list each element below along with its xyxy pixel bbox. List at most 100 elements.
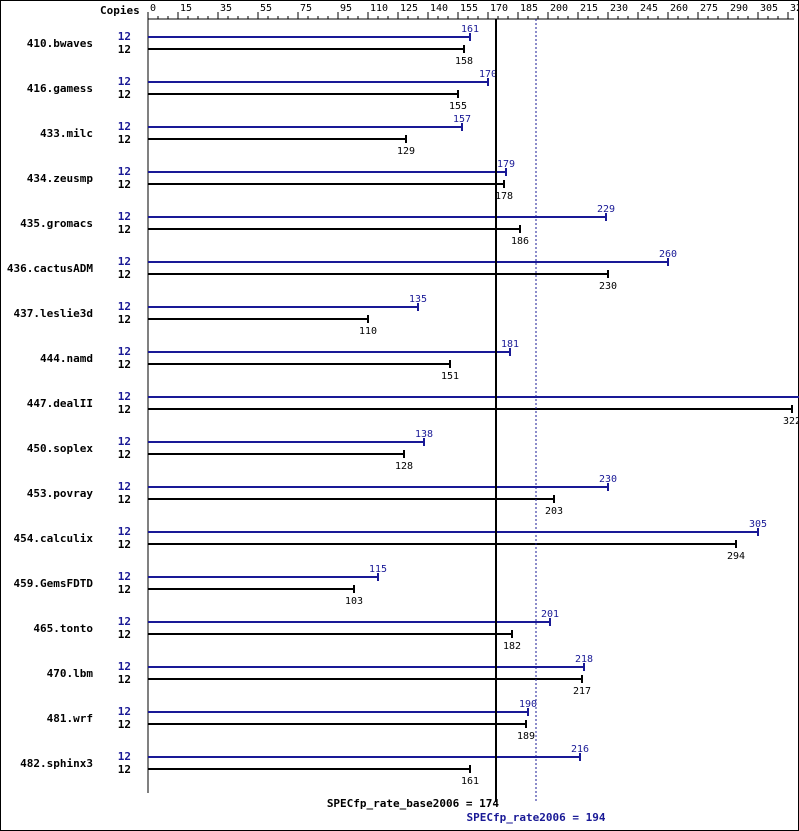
- copies-header: Copies: [100, 4, 140, 17]
- x-tick-label: 110: [370, 3, 388, 14]
- base-value-label: 186: [511, 236, 529, 247]
- base-value-label: 155: [449, 101, 467, 112]
- x-tick-label: 55: [260, 3, 272, 14]
- x-tick-label: 305: [760, 3, 778, 14]
- base-copies-label: 12: [118, 88, 131, 101]
- peak-value-label: 157: [453, 114, 471, 125]
- base-copies-label: 12: [118, 268, 131, 281]
- base-copies-label: 12: [118, 313, 131, 326]
- benchmark-label: 435.gromacs: [20, 217, 93, 230]
- base-value-label: 182: [503, 641, 521, 652]
- x-tick-label: 155: [460, 3, 478, 14]
- base-value-label: 230: [599, 281, 617, 292]
- x-tick-label: 75: [300, 3, 312, 14]
- x-tick-label: 215: [580, 3, 598, 14]
- benchmark-label: 482.sphinx3: [20, 757, 93, 770]
- base-copies-label: 12: [118, 448, 131, 461]
- peak-value-label: 190: [519, 699, 537, 710]
- base-value-label: 217: [573, 686, 591, 697]
- base-copies-label: 12: [118, 583, 131, 596]
- benchmark-label: 410.bwaves: [27, 37, 93, 50]
- base-copies-label: 12: [118, 538, 131, 551]
- peak-value-label: 201: [541, 609, 559, 620]
- peak-copies-label: 12: [118, 300, 131, 313]
- benchmark-label: 453.povray: [27, 487, 94, 500]
- benchmark-label: 481.wrf: [47, 712, 93, 725]
- peak-value-label: 170: [479, 69, 497, 80]
- base-value-label: 151: [441, 371, 459, 382]
- benchmark-label: 416.gamess: [27, 82, 93, 95]
- peak-copies-label: 12: [118, 570, 131, 583]
- base-value-label: 158: [455, 56, 473, 67]
- peak-value-label: 229: [597, 204, 615, 215]
- peak-value-label: 179: [497, 159, 515, 170]
- peak-copies-label: 12: [118, 750, 131, 763]
- peak-copies-label: 12: [118, 210, 131, 223]
- peak-value-label: 138: [415, 429, 433, 440]
- x-tick-label: 200: [550, 3, 568, 14]
- x-tick-label: 245: [640, 3, 658, 14]
- x-tick-label: 170: [490, 3, 508, 14]
- peak-value-label: 218: [575, 654, 593, 665]
- base-value-label: 294: [727, 551, 745, 562]
- x-tick-label: 0: [150, 3, 156, 14]
- benchmark-label: 444.namd: [40, 352, 93, 365]
- base-copies-label: 12: [118, 133, 131, 146]
- benchmark-label: 454.calculix: [14, 532, 94, 545]
- base-value-label: 110: [359, 326, 377, 337]
- peak-copies-label: 12: [118, 120, 131, 133]
- base-copies-label: 12: [118, 358, 131, 371]
- base-value-label: 189: [517, 731, 535, 742]
- peak-copies-label: 12: [118, 165, 131, 178]
- benchmark-label: 447.dealII: [27, 397, 93, 410]
- peak-copies-label: 12: [118, 435, 131, 448]
- base-copies-label: 12: [118, 223, 131, 236]
- base-copies-label: 12: [118, 628, 131, 641]
- peak-value-label: 161: [461, 24, 479, 35]
- benchmark-label: 436.cactusADM: [7, 262, 93, 275]
- x-tick-label: 95: [340, 3, 352, 14]
- base-copies-label: 12: [118, 178, 131, 191]
- benchmark-label: 433.milc: [40, 127, 93, 140]
- base-reference-label: SPECfp_rate_base2006 = 174: [327, 797, 500, 810]
- peak-reference-label: SPECfp_rate2006 = 194: [466, 811, 605, 824]
- base-copies-label: 12: [118, 763, 131, 776]
- benchmark-label: 470.lbm: [47, 667, 94, 680]
- peak-copies-label: 12: [118, 345, 131, 358]
- benchmark-label: 450.soplex: [27, 442, 94, 455]
- base-value-label: 322: [783, 416, 799, 427]
- base-value-label: 161: [461, 776, 479, 787]
- peak-copies-label: 12: [118, 525, 131, 538]
- peak-copies-label: 12: [118, 480, 131, 493]
- base-copies-label: 12: [118, 493, 131, 506]
- x-tick-label: 260: [670, 3, 688, 14]
- peak-value-label: 230: [599, 474, 617, 485]
- peak-value-label: 216: [571, 744, 589, 755]
- benchmark-label: 434.zeusmp: [27, 172, 94, 185]
- peak-value-label: 135: [409, 294, 427, 305]
- x-tick-label: 230: [610, 3, 628, 14]
- base-value-label: 129: [397, 146, 415, 157]
- peak-copies-label: 12: [118, 255, 131, 268]
- x-tick-label: 125: [400, 3, 418, 14]
- base-copies-label: 12: [118, 673, 131, 686]
- x-tick-label: 320: [790, 3, 799, 14]
- x-tick-label: 140: [430, 3, 448, 14]
- benchmark-label: 459.GemsFDTD: [14, 577, 94, 590]
- x-tick-label: 15: [180, 3, 192, 14]
- benchmark-label: 437.leslie3d: [14, 307, 93, 320]
- peak-copies-label: 12: [118, 30, 131, 43]
- base-value-label: 178: [495, 191, 513, 202]
- base-copies-label: 12: [118, 718, 131, 731]
- x-tick-label: 290: [730, 3, 748, 14]
- peak-value-label: 115: [369, 564, 387, 575]
- base-copies-label: 12: [118, 403, 131, 416]
- base-copies-label: 12: [118, 43, 131, 56]
- peak-copies-label: 12: [118, 75, 131, 88]
- peak-copies-label: 12: [118, 660, 131, 673]
- peak-value-label: 305: [749, 519, 767, 530]
- base-value-label: 128: [395, 461, 413, 472]
- peak-copies-label: 12: [118, 615, 131, 628]
